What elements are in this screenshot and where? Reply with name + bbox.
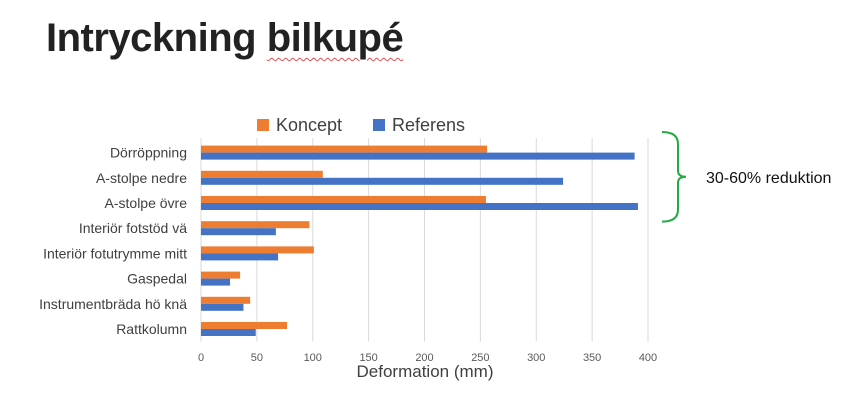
bar-koncept-5 — [201, 271, 241, 279]
category-label: Rattkolumn — [116, 321, 187, 337]
category-label: Gaspedal — [127, 271, 187, 287]
x-tick-label: 400 — [639, 352, 657, 364]
page-title: Intryckning bilkupé — [46, 16, 404, 60]
legend: Koncept Referens — [257, 115, 465, 135]
x-tick-label: 0 — [198, 352, 204, 364]
bar-referens-2 — [201, 203, 638, 210]
bar-referens-3 — [201, 228, 276, 236]
category-label: Interiör fotstöd vä — [79, 220, 187, 236]
x-tick-label: 250 — [471, 352, 489, 364]
x-tick-label: 50 — [251, 352, 263, 364]
x-tick-label: 150 — [359, 352, 377, 364]
bar-referens-1 — [201, 177, 564, 185]
category-label: A-stolpe nedre — [96, 170, 187, 186]
legend-swatch-referens — [373, 119, 385, 131]
bracket — [661, 131, 687, 223]
bar-koncept-1 — [201, 170, 323, 178]
bar-referens-0 — [201, 152, 635, 160]
bar-koncept-6 — [201, 296, 251, 304]
category-labels: Dörröppning A-stolpe nedre A-stolpe övre In… — [39, 145, 187, 337]
bar-koncept-3 — [201, 221, 310, 229]
category-label: Instrumentbräda hö knä — [39, 296, 187, 312]
annotation: 30-60% reduktion — [661, 131, 831, 223]
annotation-text: 30-60% reduktion — [706, 170, 831, 187]
legend-label-koncept: Koncept — [276, 115, 342, 135]
page-title-marked-word: bilkupé — [266, 16, 404, 60]
x-tick-label: 350 — [583, 352, 601, 364]
category-label: A-stolpe övre — [105, 195, 188, 211]
x-tick-label: 100 — [304, 352, 322, 364]
bar-koncept-2 — [201, 196, 486, 203]
bar-koncept-0 — [201, 145, 488, 153]
bar-koncept-7 — [201, 322, 288, 329]
x-tick-label: 200 — [415, 352, 433, 364]
x-tick-labels: 0 50 100 150 200 250 300 350 400 — [198, 352, 657, 364]
bar-koncept-4 — [201, 246, 314, 254]
bar-referens-5 — [201, 278, 231, 286]
gridlines — [200, 138, 649, 342]
x-tick-label: 300 — [527, 352, 545, 364]
x-axis-title: Deformation (mm) — [357, 362, 494, 381]
legend-swatch-koncept — [257, 119, 269, 131]
bar-referens-6 — [201, 303, 244, 311]
category-label: Interiör fotutrymme mitt — [43, 245, 187, 261]
category-label: Dörröppning — [110, 145, 187, 161]
legend-label-referens: Referens — [392, 115, 465, 135]
bar-referens-4 — [201, 253, 279, 261]
bars — [201, 145, 638, 336]
bar-referens-7 — [201, 329, 256, 336]
